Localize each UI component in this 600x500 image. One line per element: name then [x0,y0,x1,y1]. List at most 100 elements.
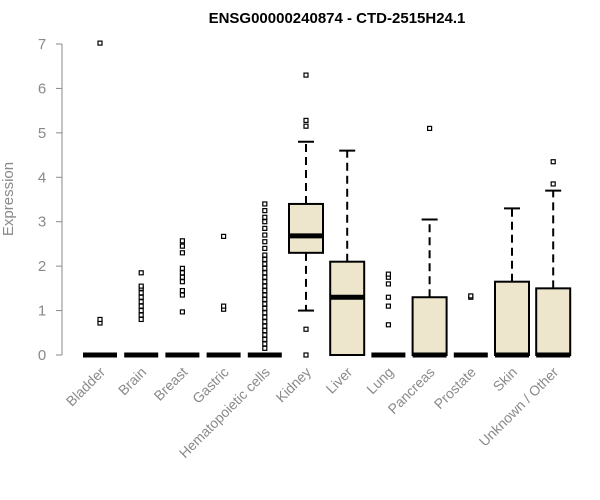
y-axis: 0 1 2 3 4 5 6 7 [38,36,63,364]
outlier-point [262,336,268,343]
outlier-point [385,281,391,287]
outlier-point [262,245,268,251]
outlier-point [262,305,268,311]
box-4 [206,233,241,358]
category-label: Brain [115,364,149,398]
outlier-point [262,201,268,207]
y-tick-label: 7 [38,36,46,53]
box-7 [329,149,366,357]
box-iqr [494,280,530,357]
box-series [83,40,572,358]
box-5 [247,201,282,358]
box-iqr [288,202,324,254]
outlier-point [550,159,556,165]
box-12 [535,159,572,358]
outlier-point [262,252,268,258]
category-label: Skin [490,364,521,395]
outlier-point [262,332,268,338]
outlier-point [262,208,268,214]
box-iqr [535,287,572,357]
outlier-point [138,316,144,323]
category-label: Lung [363,364,396,397]
y-tick-label: 6 [38,80,46,97]
outlier-point [179,238,185,244]
outlier-point [138,312,144,318]
category-label: Prostate [431,364,479,412]
outlier-point [262,270,268,276]
outlier-point [262,279,268,285]
outlier-point [262,232,268,238]
y-tick-label: 1 [38,303,46,320]
outlier-point [385,322,391,328]
outlier-point [138,283,144,289]
outlier-point [262,225,268,231]
outlier-point [138,290,144,296]
category-label: Bladder [63,364,109,410]
outlier-point [262,323,268,329]
y-tick-label: 5 [38,125,46,142]
outlier-point [262,265,268,271]
outlier-point [179,274,185,280]
category-label: Liver [323,364,356,397]
outlier-point [262,319,268,325]
outlier-point [179,292,185,298]
outlier-point [385,303,391,309]
outlier-point [262,219,268,225]
y-tick-label: 3 [38,214,46,231]
outlier-point [262,287,268,294]
outlier-point [262,296,268,303]
outlier-point [138,270,144,276]
outlier-point [179,279,185,285]
outlier-point [262,274,268,280]
outlier-point [303,326,309,332]
y-tick-label: 4 [38,169,46,186]
box-11 [494,207,530,358]
category-label: Breast [151,364,191,404]
outlier-point [385,294,391,300]
outlier-point [262,256,268,263]
outlier-point [262,214,268,220]
outlier-point [303,123,309,129]
outlier-point [262,341,268,347]
outlier-point [179,287,185,294]
outlier-point [138,307,144,314]
y-tick-label: 0 [38,347,46,364]
box-6 [288,72,324,358]
y-axis-label: Expression [0,162,17,236]
outlier-point [262,283,268,289]
outlier-point [262,310,268,316]
outlier-point [262,327,268,334]
outlier-point [303,352,309,358]
outlier-point [303,72,309,78]
box-2 [124,270,159,358]
category-label: Kidney [273,364,315,406]
outlier-point [179,243,185,249]
box-10 [453,293,488,358]
y-tick-label: 2 [38,258,46,275]
outlier-point [179,265,185,271]
outlier-point [138,303,144,309]
outlier-point [262,301,268,307]
box-8 [371,271,406,358]
box-iqr [411,296,448,356]
box-3 [165,238,200,358]
outlier-point [179,270,185,276]
outlier-point [138,294,144,300]
chart-title: ENSG00000240874 - CTD-2515H24.1 [209,10,466,27]
outlier-point [179,309,185,315]
outlier-point [468,293,474,299]
outlier-point [303,117,309,124]
box-iqr [329,260,366,357]
outlier-point [262,239,268,245]
outlier-point [97,40,103,46]
outlier-point [179,250,185,256]
outlier-point [385,271,391,277]
outlier-point [262,314,268,320]
outlier-point [97,316,103,323]
outlier-point [262,292,268,298]
box-1 [83,40,117,358]
outlier-point [550,181,556,187]
outlier-point [221,233,227,239]
